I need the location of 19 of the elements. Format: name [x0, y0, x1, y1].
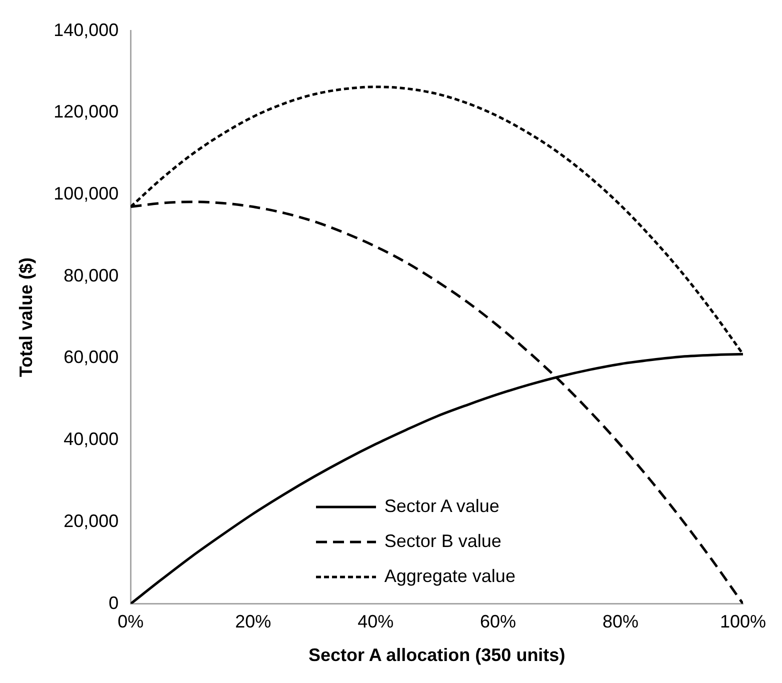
x-tick-label: 60%: [480, 612, 516, 632]
y-tick-label: 80,000: [64, 265, 119, 286]
x-tick-label: 40%: [358, 612, 394, 632]
x-tick-label: 0%: [118, 612, 144, 632]
x-axis-title: Sector A allocation (350 units): [308, 645, 566, 666]
y-tick-label: 0: [108, 592, 119, 613]
x-tick-label: 80%: [602, 612, 639, 632]
x-tick-label: 100%: [720, 612, 766, 632]
legend-label: Sector A value: [384, 496, 500, 518]
y-tick-label: 140,000: [54, 20, 119, 40]
x-tick-label: 20%: [235, 612, 272, 632]
y-tick-label: 60,000: [64, 347, 119, 368]
y-tick-label: 20,000: [64, 510, 119, 531]
legend-label: Sector B value: [384, 531, 502, 552]
y-tick-label: 100,000: [54, 183, 119, 204]
legend-label: Aggregate value: [384, 566, 516, 588]
y-tick-label: 120,000: [54, 102, 119, 122]
y-axis-title: Total value ($): [16, 257, 36, 378]
y-tick-label: 40,000: [64, 429, 119, 450]
